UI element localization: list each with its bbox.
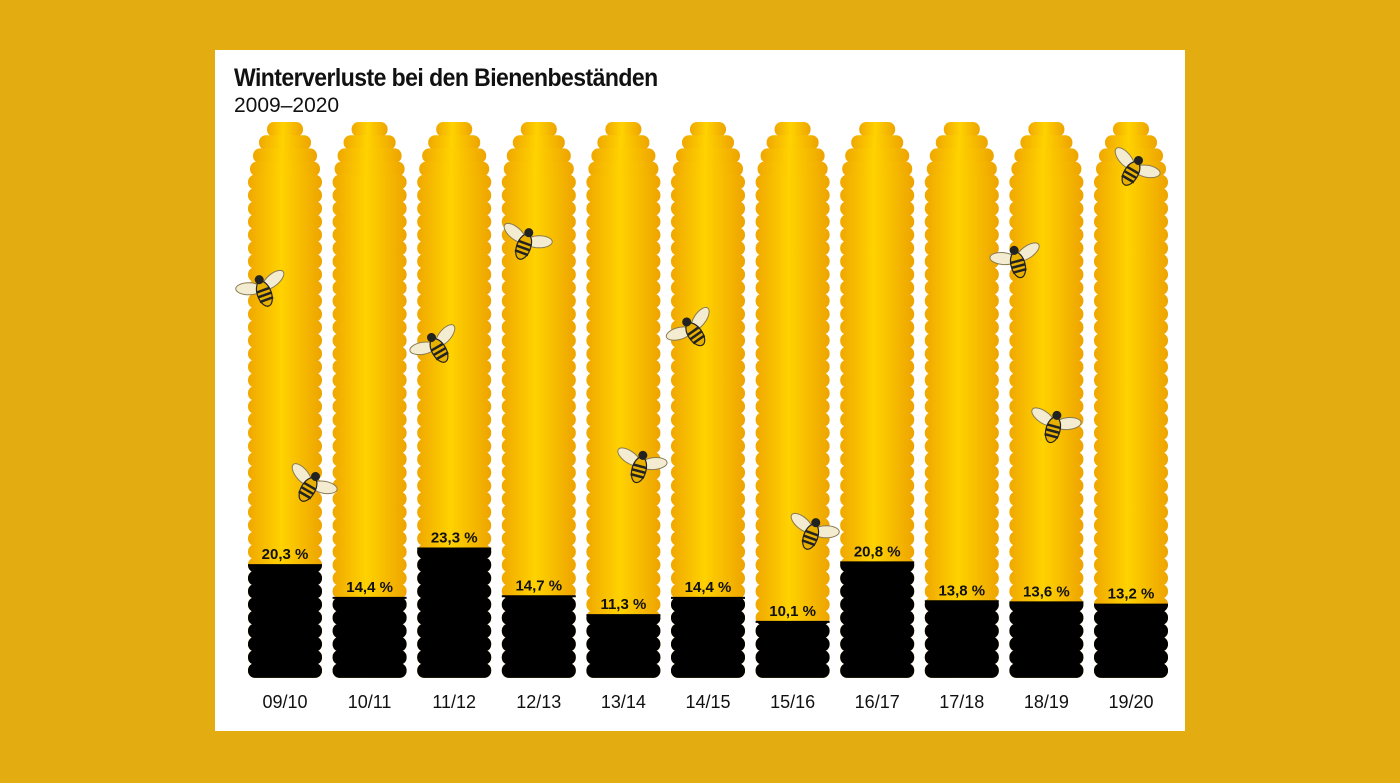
loss-bar: [417, 548, 492, 678]
category-label: 17/18: [939, 692, 984, 712]
hive-shape: [417, 122, 492, 678]
loss-bar: [755, 621, 830, 678]
bar-11/12: 23,3 % 11/12: [417, 122, 492, 712]
bar-09/10: 20,3 % 09/10: [248, 122, 322, 712]
value-label: 13,6 %: [1023, 583, 1070, 600]
category-label: 11/12: [432, 692, 476, 712]
bar-18/19: 13,6 % 18/19: [1009, 122, 1084, 712]
hive-shape: [501, 122, 576, 678]
loss-bar: [671, 597, 745, 678]
value-label: 10,1 %: [769, 603, 816, 620]
value-label: 13,8 %: [938, 582, 985, 599]
value-label: 14,7 %: [515, 577, 562, 594]
bar-13/14: 11,3 % 13/14: [586, 122, 661, 712]
bee-icon: [1114, 147, 1161, 186]
bar-12/13: 14,7 % 12/13: [501, 122, 576, 712]
chart-card: Winterverluste bei den Bienenbeständen 2…: [215, 50, 1185, 731]
value-label: 20,8 %: [854, 543, 901, 560]
hive-shape: [332, 122, 407, 678]
category-label: 14/15: [685, 692, 730, 712]
category-label: 18/19: [1024, 692, 1069, 712]
value-label: 20,3 %: [262, 546, 309, 563]
bar-15/16: 10,1 % 15/16: [755, 122, 830, 712]
value-label: 14,4 %: [685, 579, 732, 596]
bee-icon: [989, 242, 1040, 279]
category-label: 15/16: [770, 692, 815, 712]
loss-bar: [332, 597, 407, 678]
bee-icon: [235, 269, 285, 307]
bar-14/15: 14,4 % 14/15: [671, 122, 745, 712]
chart-subtitle: 2009–2020: [234, 94, 340, 117]
value-label: 13,2 %: [1108, 586, 1155, 603]
bee-icon: [503, 222, 553, 260]
value-label: 14,4 %: [346, 579, 393, 596]
bee-icon: [665, 306, 710, 347]
bee-icon: [1031, 407, 1082, 444]
bar-10/11: 14,4 % 10/11: [332, 122, 407, 712]
bar-17/18: 13,8 % 17/18: [924, 122, 999, 712]
hive-shape: [755, 122, 830, 678]
loss-bar: [248, 565, 322, 678]
category-label: 12/13: [516, 692, 561, 712]
value-label: 11,3 %: [600, 596, 646, 613]
bee-icon: [291, 463, 338, 502]
bar-16/17: 20,8 % 16/17: [840, 122, 915, 712]
value-label: 23,3 %: [431, 529, 478, 546]
bee-icon: [790, 512, 840, 550]
category-label: 10/11: [348, 692, 392, 712]
bee-icon: [409, 324, 456, 363]
loss-bar: [1094, 604, 1168, 678]
bar-19/20: 13,2 % 19/20: [1094, 122, 1168, 712]
loss-bar: [840, 562, 915, 678]
hive-shape: [586, 122, 661, 678]
category-label: 16/17: [855, 692, 900, 712]
category-label: 13/14: [601, 692, 646, 712]
chart-title: Winterverluste bei den Bienenbeständen: [234, 64, 658, 92]
bee-icon: [617, 447, 668, 484]
category-label: 09/10: [262, 692, 307, 712]
loss-bar: [924, 601, 999, 678]
category-label: 19/20: [1108, 692, 1153, 712]
loss-bar: [586, 615, 661, 678]
loss-bar: [1009, 602, 1084, 678]
